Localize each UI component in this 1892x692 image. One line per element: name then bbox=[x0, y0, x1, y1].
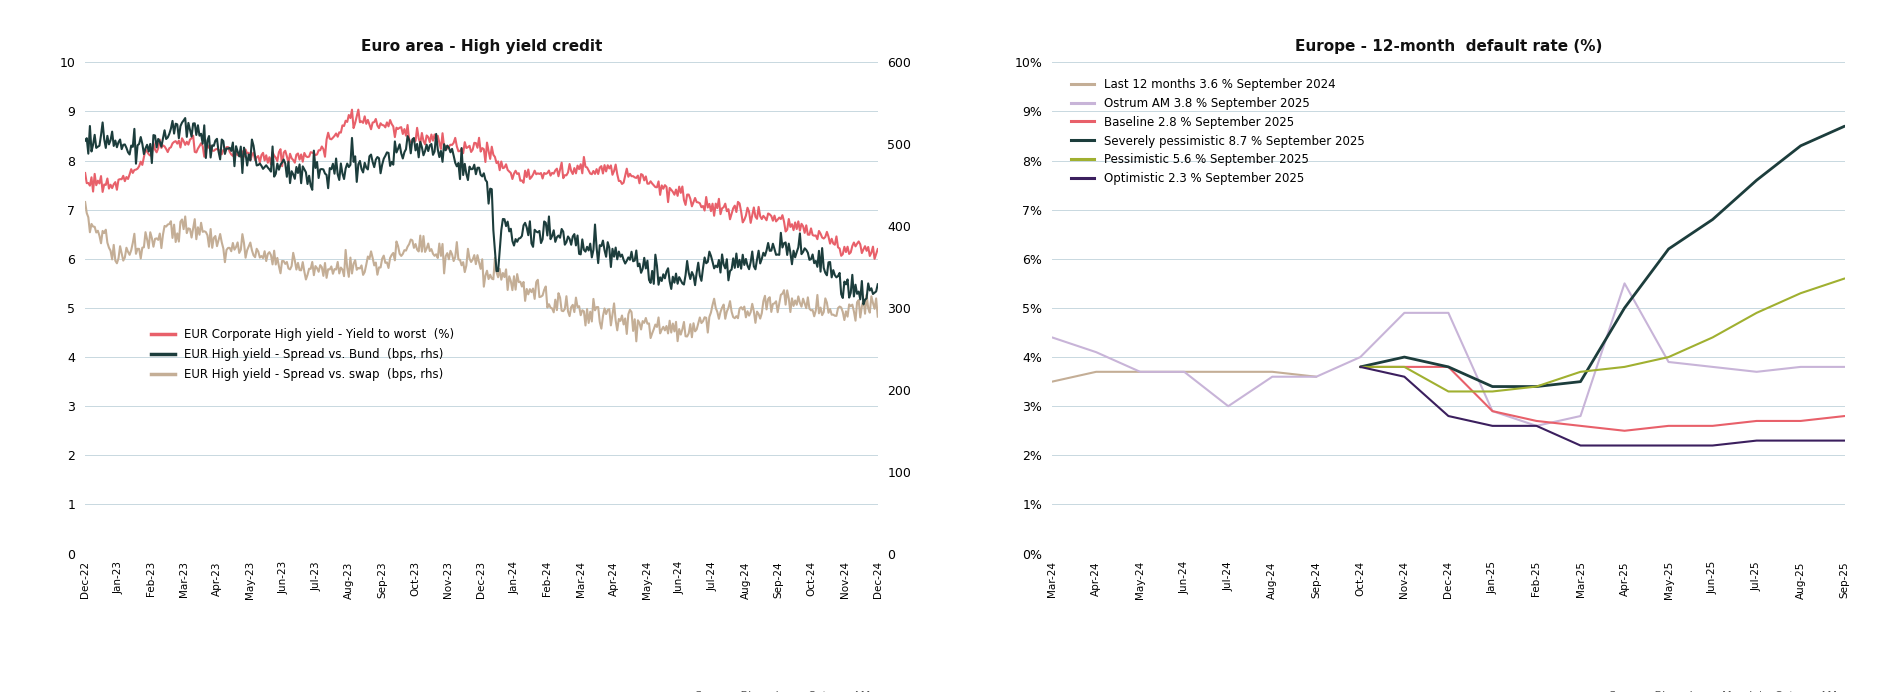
Text: Source: Bloomberg, Moody's, Ostrum AM: Source: Bloomberg, Moody's, Ostrum AM bbox=[1608, 691, 1837, 692]
Text: Source: Bloomberg, Ostrum AM: Source: Bloomberg, Ostrum AM bbox=[694, 691, 870, 692]
Title: Europe - 12-month  default rate (%): Europe - 12-month default rate (%) bbox=[1294, 39, 1603, 54]
Legend: Last 12 months 3.6 % September 2024, Ostrum AM 3.8 % September 2025, Baseline 2.: Last 12 months 3.6 % September 2024, Ost… bbox=[1065, 73, 1370, 190]
Legend: EUR Corporate High yield - Yield to worst  (%), EUR High yield - Spread vs. Bund: EUR Corporate High yield - Yield to wors… bbox=[146, 323, 460, 385]
Title: Euro area - High yield credit: Euro area - High yield credit bbox=[361, 39, 602, 54]
